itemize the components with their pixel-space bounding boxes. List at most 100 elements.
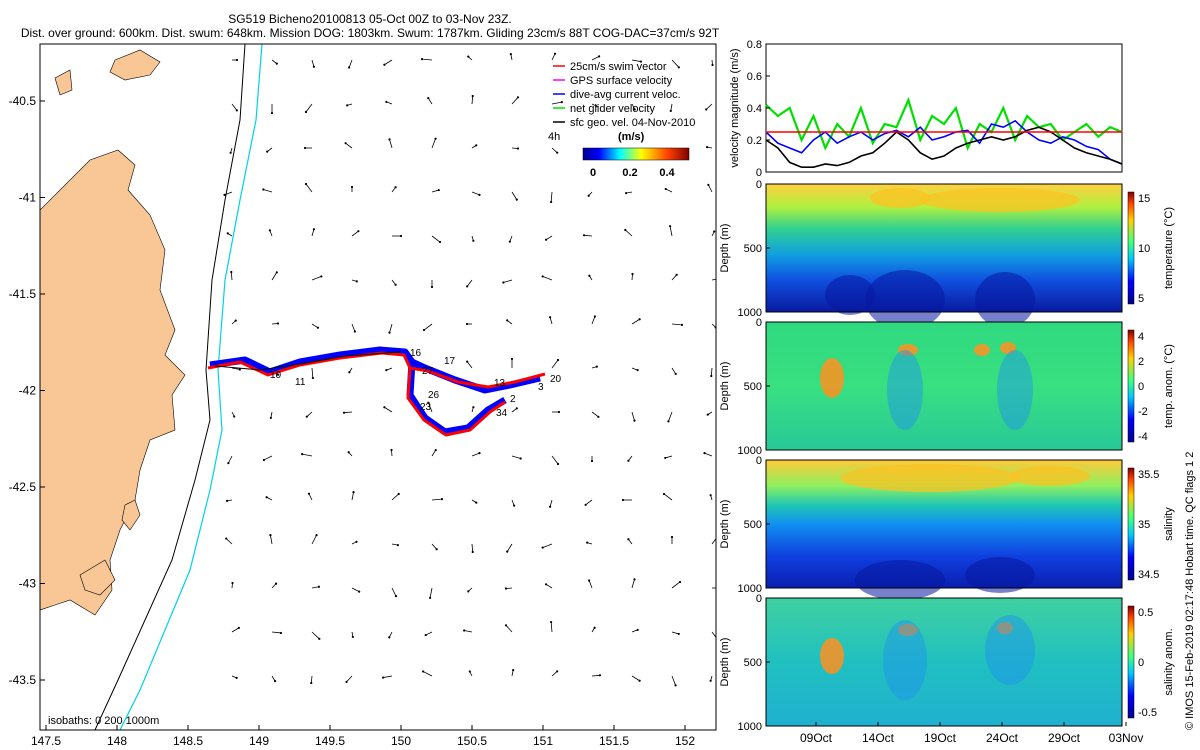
current-arrow-head bbox=[510, 357, 514, 361]
velocity-y-axis-label: velocity magnitude (m/s) bbox=[729, 48, 741, 167]
current-arrow bbox=[708, 184, 713, 193]
surface-velocity-arrows bbox=[223, 52, 716, 687]
x-tick-label: 03Nov bbox=[1109, 731, 1144, 745]
colorbar bbox=[1127, 605, 1135, 719]
heatmap-feature bbox=[974, 344, 990, 356]
current-arrow bbox=[549, 499, 553, 507]
speed-colorbar bbox=[582, 147, 690, 161]
y-tick-label: 1000 bbox=[738, 445, 762, 457]
heatmap-panel: 0 500 1000 Depth (m) 15 10 5 temperature (°C) bbox=[719, 179, 1175, 330]
current-arrow-head bbox=[512, 669, 515, 672]
current-arrow-head bbox=[310, 681, 313, 685]
current-arrow bbox=[710, 367, 713, 377]
current-arrow bbox=[305, 183, 313, 193]
y-tick-label: 0.2 bbox=[747, 135, 762, 147]
colorbar-tick-label: 10 bbox=[1138, 243, 1150, 255]
current-arrow-head bbox=[312, 228, 316, 231]
current-arrow-head bbox=[550, 620, 553, 624]
current-arrow-head bbox=[598, 674, 602, 677]
current-arrow bbox=[270, 535, 273, 545]
current-arrow-head bbox=[586, 541, 589, 544]
current-arrow bbox=[308, 493, 313, 501]
current-arrow-head bbox=[270, 111, 274, 115]
x-tick-label: 148.5 bbox=[173, 734, 203, 748]
current-arrow-head bbox=[317, 585, 320, 588]
current-arrow-head bbox=[587, 194, 590, 197]
y-tick-label: -43.5 bbox=[9, 673, 37, 687]
y-tick-label: -43 bbox=[19, 577, 37, 591]
heatmap-panel: 0 500 1000 Depth (m) 0.5 0 -0.5 salinity anom. 0… bbox=[719, 593, 1175, 745]
current-arrow-head bbox=[590, 459, 594, 463]
current-arrow bbox=[551, 359, 559, 369]
current-arrow-head bbox=[707, 183, 710, 186]
current-arrow-head bbox=[385, 100, 388, 103]
current-arrow-head bbox=[467, 590, 470, 593]
heatmap-feature bbox=[825, 275, 875, 315]
y-tick-label: 500 bbox=[744, 381, 762, 393]
current-arrow-head bbox=[502, 281, 505, 284]
heatmap-panel: 0 500 1000 Depth (m) 35.5 35 34.5 salinity bbox=[719, 455, 1175, 600]
current-arrow-head bbox=[709, 494, 712, 497]
current-arrow bbox=[431, 189, 439, 193]
y-tick-label: 500 bbox=[744, 519, 762, 531]
current-arrow bbox=[343, 411, 353, 414]
current-arrow-head bbox=[468, 670, 471, 673]
current-arrow-head bbox=[588, 579, 591, 582]
x-tick-label: 29Oct bbox=[1048, 731, 1081, 745]
current-arrow bbox=[631, 59, 641, 62]
current-arrow-head bbox=[677, 66, 680, 69]
colorbar-tick-label: 35 bbox=[1138, 519, 1150, 531]
current-arrow-head bbox=[504, 587, 508, 590]
legend-geo-label: sfc geo. vel. 04-Nov-2010 bbox=[570, 117, 695, 129]
current-arrow-head bbox=[266, 150, 269, 153]
island-south bbox=[79, 559, 116, 596]
x-tick-label: 149.5 bbox=[315, 734, 345, 748]
current-arrow bbox=[263, 189, 273, 193]
current-arrow-head bbox=[394, 186, 397, 189]
colorbar-tick-label: 0 bbox=[1138, 657, 1144, 669]
current-arrow-head bbox=[262, 458, 266, 462]
current-arrow-head bbox=[664, 187, 667, 191]
y-tick-label: 0 bbox=[756, 317, 762, 329]
heatmap-field bbox=[766, 322, 1122, 450]
current-arrow-head bbox=[346, 104, 349, 107]
current-arrow bbox=[671, 274, 677, 281]
current-arrow-head bbox=[383, 63, 386, 66]
heatmap-feature bbox=[820, 358, 844, 398]
current-arrow-head bbox=[355, 280, 358, 283]
isobath-200-line bbox=[119, 44, 263, 730]
current-arrow-head bbox=[636, 628, 639, 631]
track-label: 27 bbox=[422, 366, 434, 377]
current-arrow-head bbox=[711, 63, 714, 67]
current-arrow-head bbox=[504, 624, 508, 627]
current-arrow-head bbox=[265, 496, 268, 499]
current-arrow-head bbox=[394, 594, 398, 598]
colorbar-label: temp. anom. (°C) bbox=[1163, 344, 1175, 428]
current-arrow-head bbox=[390, 448, 393, 452]
current-arrow bbox=[224, 191, 233, 196]
current-arrow-head bbox=[304, 110, 308, 114]
legend-swim-label: 25cm/s swim vector bbox=[570, 61, 667, 73]
current-arrow-head bbox=[638, 679, 641, 682]
current-arrow-head bbox=[312, 65, 316, 68]
current-arrow bbox=[230, 271, 233, 281]
current-arrow bbox=[591, 316, 596, 325]
current-arrow-head bbox=[352, 491, 355, 494]
colorbar-tick: 0.2 bbox=[622, 167, 637, 179]
x-tick-label: 151 bbox=[533, 734, 553, 748]
colorbar bbox=[1127, 467, 1135, 581]
current-arrow-head bbox=[678, 580, 682, 584]
current-arrow-head bbox=[351, 635, 354, 639]
current-arrow bbox=[545, 583, 553, 589]
current-arrow-head bbox=[593, 626, 596, 629]
current-arrow-head bbox=[465, 322, 469, 326]
current-arrow-head bbox=[279, 631, 283, 635]
heatmap-feature bbox=[887, 350, 923, 430]
current-arrow-head bbox=[394, 283, 397, 286]
current-arrow-head bbox=[234, 319, 237, 322]
current-arrow bbox=[384, 406, 393, 413]
current-arrow-head bbox=[669, 109, 672, 112]
colorbar-label: temperature (°C) bbox=[1163, 207, 1175, 289]
y-tick-label: -41 bbox=[19, 191, 37, 205]
current-arrow-head bbox=[598, 55, 601, 58]
